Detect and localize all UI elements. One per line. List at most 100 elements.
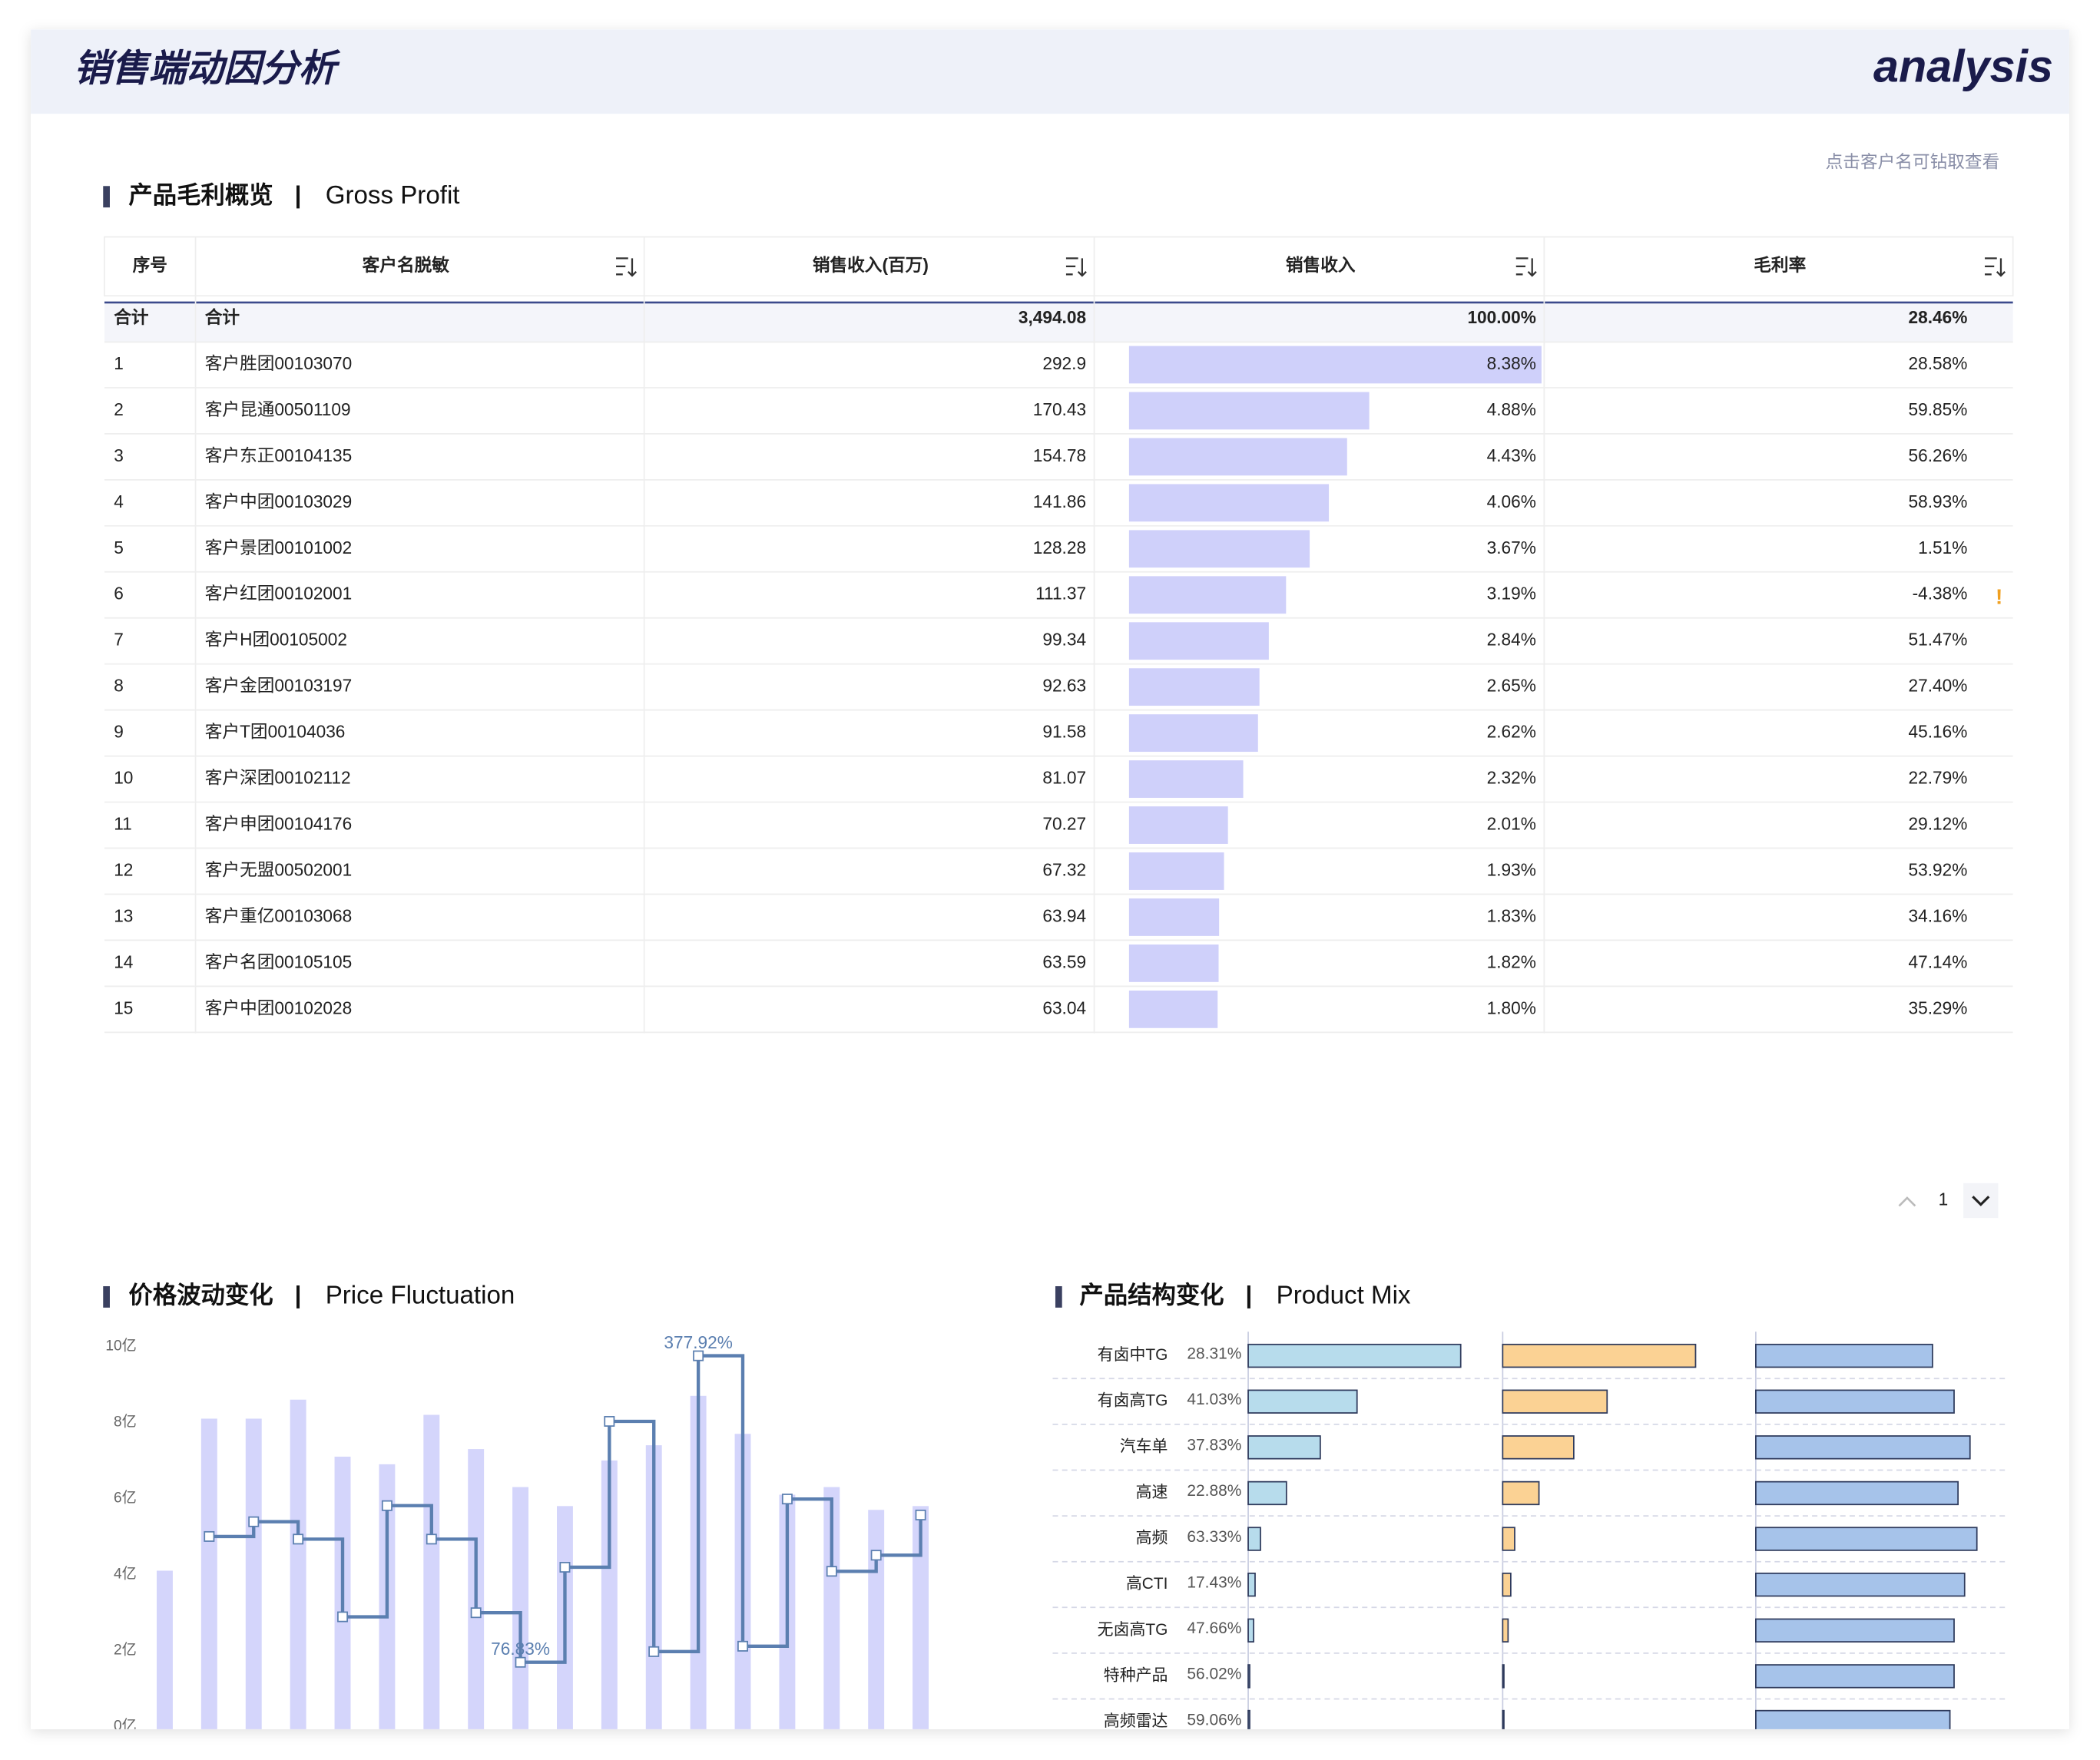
margin: 27.40% bbox=[1909, 676, 1968, 696]
row-no: 1 bbox=[114, 353, 124, 373]
column-header: 序号 bbox=[133, 255, 167, 275]
sort-icon[interactable] bbox=[1065, 257, 1087, 277]
page-prev[interactable] bbox=[1898, 1196, 1916, 1207]
bar bbox=[1755, 1618, 1955, 1643]
customer-name[interactable]: 客户申团00104176 bbox=[205, 814, 352, 834]
share-bar bbox=[1128, 392, 1370, 430]
margin: 22.79% bbox=[1909, 768, 1968, 788]
bar bbox=[1247, 1572, 1256, 1597]
page-next[interactable] bbox=[1972, 1196, 1990, 1206]
share: 1.80% bbox=[1487, 997, 1536, 1017]
share: 2.32% bbox=[1487, 768, 1536, 788]
customer-name-total: 合计 bbox=[205, 307, 240, 327]
share: 1.82% bbox=[1487, 951, 1536, 971]
bar bbox=[1247, 1664, 1250, 1689]
revenue: 63.59 bbox=[1042, 951, 1086, 971]
point bbox=[915, 1509, 926, 1520]
section-subtitle: Gross Profit bbox=[326, 181, 460, 210]
share-bar bbox=[1128, 714, 1258, 753]
header-bar bbox=[31, 29, 2069, 114]
y-tick-label: 8亿 bbox=[114, 1413, 137, 1430]
page-next-bg[interactable] bbox=[1963, 1183, 1999, 1219]
customer-name[interactable]: 客户名团00105105 bbox=[205, 951, 352, 971]
customer-name[interactable]: 客户中团00103029 bbox=[205, 491, 352, 511]
share: 2.62% bbox=[1487, 722, 1536, 742]
sort-icon[interactable] bbox=[1985, 257, 2006, 277]
page-number: 1 bbox=[1939, 1189, 1949, 1209]
point bbox=[248, 1516, 260, 1527]
warning-icon: ! bbox=[1996, 584, 2002, 608]
row-no: 3 bbox=[114, 445, 124, 465]
bar bbox=[868, 1510, 885, 1729]
bar bbox=[200, 1418, 217, 1729]
margin: 51.47% bbox=[1909, 630, 1968, 650]
revenue: 154.78 bbox=[1033, 445, 1086, 465]
bar bbox=[1755, 1527, 1978, 1551]
margin: 1.51% bbox=[1918, 538, 1967, 557]
column-header: 毛利率 bbox=[1754, 255, 1806, 275]
customer-name[interactable]: 客户东正00104135 bbox=[205, 445, 352, 465]
share-bar bbox=[1128, 898, 1220, 936]
share: 8.38% bbox=[1487, 353, 1536, 373]
point bbox=[293, 1533, 304, 1545]
customer-name[interactable]: 客户重亿00103068 bbox=[205, 905, 352, 925]
value-label: 377.92% bbox=[664, 1332, 732, 1352]
bar bbox=[157, 1570, 173, 1729]
share: 2.84% bbox=[1487, 630, 1536, 650]
share-bar bbox=[1128, 622, 1269, 660]
sort-icon[interactable] bbox=[1515, 257, 1537, 277]
section-title: 价格波动变化 bbox=[128, 1281, 273, 1308]
customer-name[interactable]: 客户深团00102112 bbox=[205, 768, 351, 788]
share-bar bbox=[1128, 576, 1287, 614]
share-bar bbox=[1128, 668, 1260, 706]
hint: 点击客户名可钻取查看 bbox=[1826, 152, 2000, 172]
bar bbox=[1755, 1709, 1951, 1729]
customer-name[interactable]: 客户红团00102001 bbox=[205, 584, 352, 604]
revenue: 92.63 bbox=[1042, 676, 1086, 696]
bar bbox=[601, 1460, 618, 1729]
customer-name[interactable]: 客户胜团00103070 bbox=[205, 353, 352, 373]
share-bar bbox=[1128, 945, 1219, 982]
customer-name[interactable]: 客户T团00104036 bbox=[205, 722, 346, 742]
sort-icon[interactable] bbox=[616, 257, 638, 277]
revenue: 63.04 bbox=[1042, 997, 1086, 1017]
category-label: 有卤中TG bbox=[1098, 1346, 1168, 1364]
bar bbox=[1502, 1343, 1697, 1368]
separator: | bbox=[295, 182, 302, 209]
share: 2.65% bbox=[1487, 676, 1536, 696]
bar bbox=[1502, 1527, 1515, 1551]
share-bar bbox=[1128, 530, 1310, 568]
customer-name[interactable]: 客户无盟00502001 bbox=[205, 859, 352, 879]
margin-total: 28.46% bbox=[1909, 307, 1968, 327]
bar bbox=[1755, 1435, 1971, 1460]
customer-name[interactable]: 客户昆通00501109 bbox=[205, 399, 351, 419]
bar bbox=[1247, 1389, 1358, 1414]
category-note: 28.31% bbox=[1187, 1345, 1241, 1362]
customer-name[interactable]: 客户金团00103197 bbox=[205, 676, 352, 696]
category-label: 高速 bbox=[1136, 1484, 1168, 1501]
row-no: 13 bbox=[114, 905, 133, 925]
total-row bbox=[104, 303, 2013, 343]
bar bbox=[1247, 1435, 1321, 1460]
share-bar bbox=[1128, 484, 1330, 522]
point bbox=[648, 1646, 660, 1657]
share-bar bbox=[1128, 852, 1224, 890]
row-no: 6 bbox=[114, 584, 124, 604]
customer-name[interactable]: 客户景团00101002 bbox=[205, 538, 352, 557]
bar bbox=[1755, 1572, 1966, 1597]
share: 2.01% bbox=[1487, 814, 1536, 834]
separator: | bbox=[1246, 1282, 1253, 1308]
bar bbox=[1502, 1618, 1509, 1643]
customer-name[interactable]: 客户H团00105002 bbox=[205, 630, 347, 650]
y-tick-label: 10亿 bbox=[105, 1337, 136, 1354]
bar bbox=[1502, 1664, 1505, 1689]
price-chart: 0亿 2亿 4亿 6亿 8亿 10亿 76.83% 377.92% bbox=[105, 1332, 929, 1734]
share: 1.93% bbox=[1487, 859, 1536, 879]
section-marker bbox=[103, 1285, 110, 1308]
y-tick-label: 0亿 bbox=[114, 1717, 137, 1734]
bar bbox=[245, 1418, 262, 1729]
point bbox=[604, 1416, 615, 1427]
customer-name[interactable]: 客户中团00102028 bbox=[205, 997, 352, 1017]
point bbox=[826, 1566, 837, 1577]
